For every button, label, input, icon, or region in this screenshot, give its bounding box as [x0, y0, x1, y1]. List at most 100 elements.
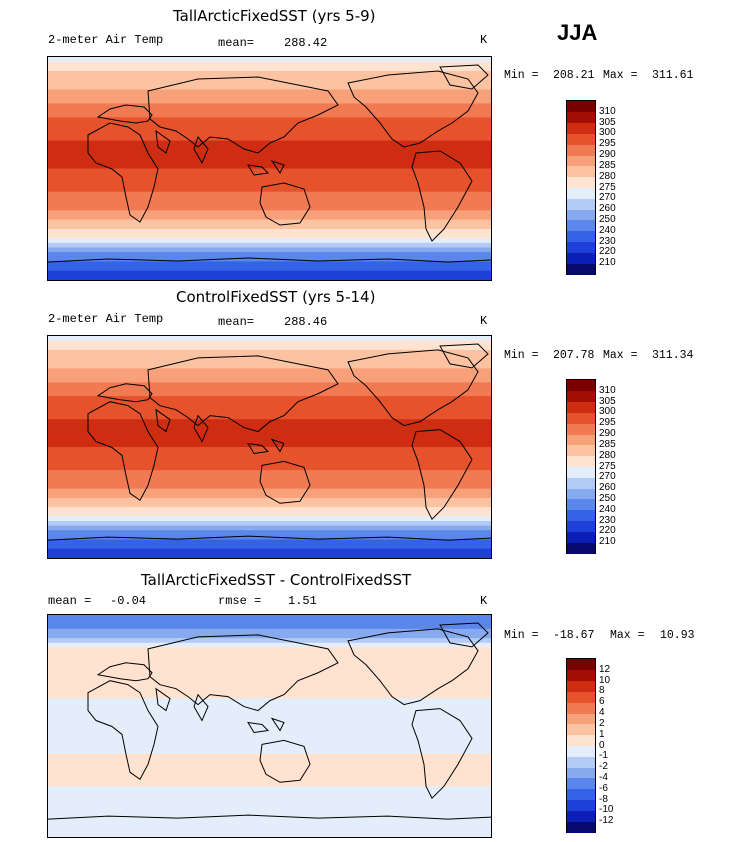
colorbar-swatch — [567, 165, 595, 178]
field-band — [48, 103, 491, 109]
coastline — [411, 150, 473, 242]
coastline — [347, 349, 479, 427]
field-band — [48, 507, 491, 513]
colorbar-swatch — [567, 659, 595, 671]
field-band — [48, 628, 491, 635]
panel1-mean-value: 288.42 — [284, 36, 328, 50]
coastline — [259, 460, 311, 504]
panel3-title: TallArcticFixedSST - ControlFixedSST — [141, 571, 412, 589]
field-band — [48, 126, 491, 132]
field-band — [48, 233, 491, 239]
field-band — [48, 205, 491, 211]
colorbar-tick-label: -4 — [599, 771, 608, 783]
colorbar-swatch — [567, 401, 595, 413]
field-band — [48, 201, 491, 207]
colorbar-tick-label: 275 — [599, 181, 616, 193]
colorbar-tick-label: 300 — [599, 127, 616, 139]
coastline — [87, 122, 159, 223]
field-band — [48, 373, 491, 379]
panel1-map — [47, 56, 492, 281]
colorbar-tick-label: 220 — [599, 525, 616, 537]
field-band — [48, 832, 491, 837]
field-band — [48, 638, 491, 644]
field-band — [48, 275, 491, 280]
field-band — [48, 261, 491, 267]
field-band — [48, 84, 491, 91]
field-band — [48, 702, 491, 709]
field-band — [48, 735, 491, 741]
field-band — [48, 340, 491, 346]
field-band — [48, 382, 491, 388]
field-band — [48, 707, 491, 713]
colorbar-swatch — [567, 669, 595, 682]
field-band — [48, 414, 491, 420]
field-band — [48, 693, 491, 699]
colorbar-swatch — [567, 723, 595, 736]
colorbar-tick-label: 290 — [599, 149, 616, 161]
colorbar-tick-label: -2 — [599, 761, 608, 773]
colorbar-swatch — [567, 176, 595, 188]
colorbar-swatch — [567, 390, 595, 403]
field-band — [48, 145, 491, 151]
field-band — [48, 122, 491, 128]
field-band — [48, 781, 491, 787]
panel3-colorbar: -12 -10 -8 -6 -4 -2 -1 0 1 2 4 6 8 10 12 — [566, 658, 613, 833]
colorbar-swatch — [567, 520, 595, 532]
coastline — [411, 429, 473, 521]
field-band — [48, 66, 491, 72]
colorbar-swatch — [567, 734, 595, 746]
field-band — [48, 363, 491, 369]
field-band — [48, 539, 491, 545]
coastline — [259, 739, 311, 783]
field-band — [48, 460, 491, 467]
field-band — [48, 753, 491, 759]
panel3-coastlines — [48, 622, 491, 820]
field-band — [48, 117, 491, 123]
panel3-map — [47, 614, 492, 838]
coastline — [48, 814, 491, 820]
colorbar-swatch — [567, 111, 595, 124]
colorbar-swatch — [567, 821, 595, 833]
coastline — [347, 628, 479, 706]
field-band — [48, 433, 491, 439]
field-band — [48, 818, 491, 824]
coastline — [96, 104, 153, 124]
field-band — [48, 726, 491, 732]
panel3-rmse-label: rmse = — [218, 594, 262, 608]
field-band — [48, 196, 491, 202]
panel3-min-label: Min = — [504, 629, 539, 642]
colorbar-tick-label: 260 — [599, 203, 616, 215]
coastline — [439, 64, 489, 90]
field-band — [48, 484, 491, 490]
coastline — [147, 634, 339, 712]
field-band — [48, 149, 491, 156]
coastline — [96, 662, 153, 682]
field-band — [48, 89, 491, 95]
colorbar-tick-label: 275 — [599, 460, 616, 472]
field-band — [48, 224, 491, 230]
panel2-colorbar: 210 220 230 240 250 260 270 275 280 285 290 295 300 3… — [566, 379, 616, 554]
field-band — [48, 191, 491, 197]
field-band — [48, 349, 491, 356]
panel2-max-value: 311.34 — [652, 349, 694, 362]
field-band — [48, 553, 491, 558]
field-band — [48, 159, 491, 165]
colorbar-tick-label: 280 — [599, 170, 616, 182]
colorbar-swatch — [567, 777, 595, 790]
field-band — [48, 400, 491, 406]
field-band — [48, 652, 491, 658]
coastline — [96, 383, 153, 403]
field-band — [48, 57, 491, 63]
colorbar-tick-label: 290 — [599, 428, 616, 440]
colorbar-tick-label: 270 — [599, 192, 616, 204]
colorbar-swatch — [567, 767, 595, 779]
field-band — [48, 749, 491, 755]
panel1-units: K — [480, 33, 488, 47]
colorbar-tick-label: 285 — [599, 438, 616, 450]
field-band — [48, 619, 491, 625]
field-band — [48, 61, 491, 67]
field-band — [48, 790, 491, 796]
field-band — [48, 633, 491, 639]
panel3-units: K — [480, 594, 488, 608]
field-band — [48, 647, 491, 653]
